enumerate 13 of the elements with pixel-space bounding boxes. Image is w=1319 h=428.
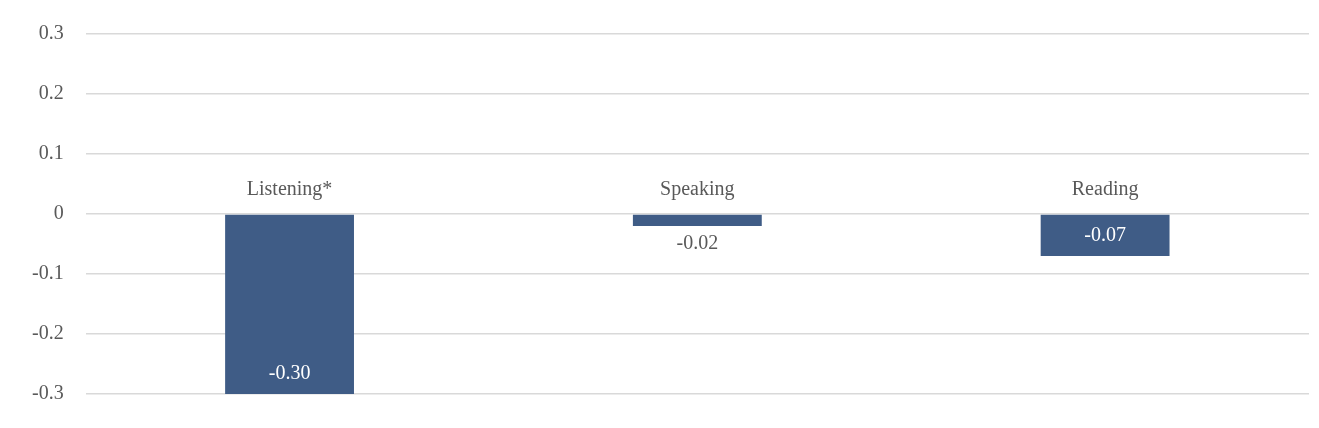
x-tick-label: Speaking — [660, 177, 735, 201]
y-tick-label: -0.1 — [31, 261, 64, 284]
y-tick-label: 0.1 — [38, 141, 64, 164]
data-label: -0.07 — [1084, 223, 1126, 246]
x-tick-label: Listening* — [246, 177, 333, 201]
y-tick-label: -0.3 — [31, 381, 64, 404]
data-label: -0.30 — [268, 361, 311, 384]
y-tick-label: 0.3 — [38, 21, 64, 44]
y-tick-label: -0.2 — [31, 321, 64, 344]
x-tick-label: Reading — [1071, 177, 1139, 201]
y-tick-label: 0.2 — [38, 81, 64, 104]
y-tick-label: 0 — [53, 201, 64, 224]
data-label: -0.02 — [676, 231, 719, 254]
